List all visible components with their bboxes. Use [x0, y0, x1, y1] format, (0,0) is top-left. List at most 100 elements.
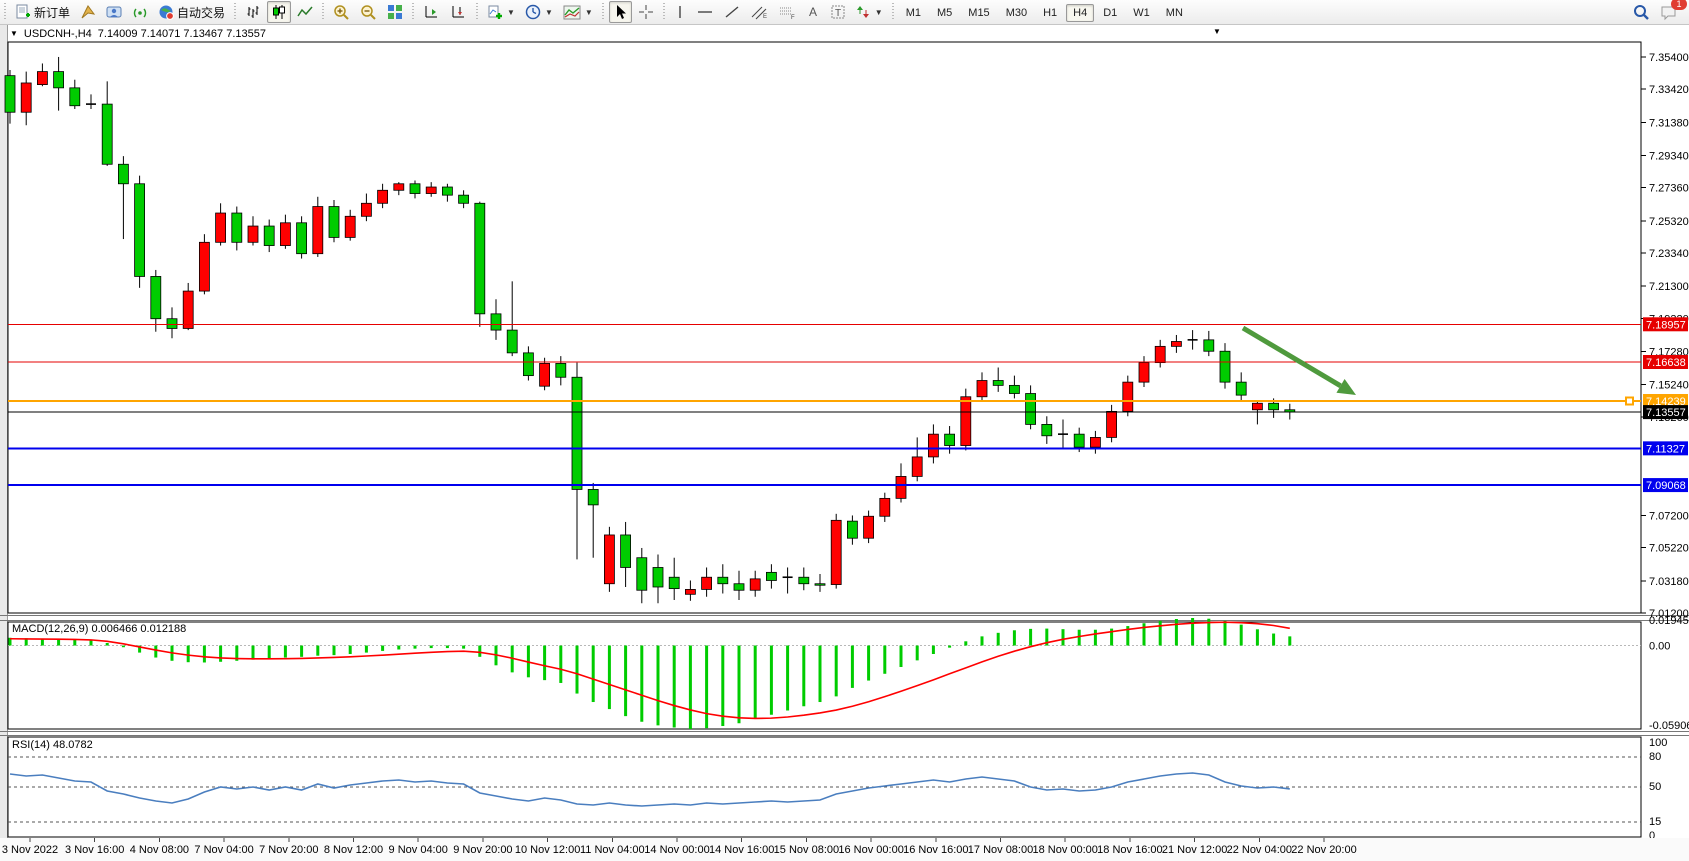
- chart-shift-button[interactable]: [419, 1, 444, 23]
- candle-body: [717, 576, 729, 585]
- macd-scale-label: 0.00: [1649, 641, 1670, 653]
- arrows-tool-button[interactable]: ▼: [852, 1, 887, 23]
- styler-button[interactable]: [76, 1, 100, 23]
- candle-body: [1138, 362, 1150, 383]
- zoom-out-button[interactable]: [356, 1, 381, 23]
- candle-body: [895, 476, 907, 499]
- timeframe-M1[interactable]: M1: [905, 7, 921, 19]
- crosshair-tool-button[interactable]: [634, 1, 658, 23]
- line-chart-button[interactable]: [293, 1, 317, 23]
- candle-body: [279, 222, 291, 246]
- text-label-tool-button[interactable]: T: [826, 1, 850, 23]
- toolbar-grip[interactable]: [660, 3, 667, 21]
- text-icon: A: [809, 5, 817, 19]
- candle-body: [1025, 393, 1036, 425]
- candle-body: [879, 497, 891, 517]
- auto-scroll-icon: [452, 6, 465, 18]
- candle-body: [37, 71, 48, 85]
- price-flag: [1643, 441, 1688, 456]
- signal-button[interactable]: [128, 1, 152, 23]
- time-tick-label: 3 Nov 16:00: [65, 844, 124, 856]
- new-order-button[interactable]: 新订单: [11, 1, 74, 23]
- ohlc-values: 7.14009 7.14071 7.13467 7.13557: [97, 27, 266, 40]
- toolbar-grip[interactable]: [410, 3, 417, 21]
- chart-canvas[interactable]: 7.35400 7.33420 7.31380 7.29340 7.27360 7.253…: [0, 25, 1689, 861]
- time-tick-label: 10 Nov 12:00: [515, 844, 580, 856]
- time-tick-label: 14 Nov 16:00: [709, 844, 774, 856]
- timeframe-M15[interactable]: M15: [968, 7, 990, 19]
- notifications-button[interactable]: 1: [1656, 0, 1687, 23]
- candlestick-chart-button[interactable]: [267, 1, 292, 23]
- candle-body: [506, 329, 518, 354]
- candle-body: [198, 241, 210, 292]
- candle-body: [441, 186, 453, 196]
- price-flag: [1643, 317, 1688, 332]
- price-tick-label: 7.01200: [1649, 608, 1689, 620]
- timeframe-D1[interactable]: D1: [1103, 7, 1118, 19]
- svg-text:A: A: [809, 5, 817, 19]
- macd-scale-label: 0.019452: [1649, 615, 1689, 627]
- timeframe-H4[interactable]: H4: [1066, 4, 1095, 22]
- candle-body: [830, 519, 842, 585]
- cursor-tool-button[interactable]: [608, 1, 632, 23]
- chart-title-caret-icon[interactable]: ▼: [10, 29, 18, 38]
- toolbar-grip[interactable]: [889, 3, 896, 21]
- auto-scroll-button[interactable]: [446, 1, 471, 23]
- dropdown-arrow-icon[interactable]: ▼: [1213, 27, 1221, 36]
- timeframe-MN[interactable]: MN: [1165, 7, 1183, 19]
- toolbar-grip[interactable]: [232, 3, 239, 21]
- macd-signal-line: [9, 621, 1290, 720]
- time-tick-label: 21 Nov 12:00: [1162, 844, 1227, 856]
- toolbar-grip[interactable]: [474, 3, 481, 21]
- text-tool-button[interactable]: A: [802, 1, 824, 23]
- zoom-in-button[interactable]: [329, 1, 354, 23]
- toolbar-grip[interactable]: [599, 3, 606, 21]
- price-flag: [1643, 394, 1688, 409]
- candle-body: [814, 583, 826, 586]
- candle-body: [134, 183, 146, 277]
- candle-body: [766, 571, 777, 581]
- indicators-button[interactable]: ▼: [483, 1, 519, 23]
- trendline-tool-button[interactable]: [720, 1, 744, 23]
- candle-body: [328, 206, 340, 238]
- candle-body: [701, 576, 712, 590]
- candle-body: [344, 215, 356, 238]
- time-tick-label: 16 Nov 00:00: [838, 844, 903, 856]
- templates-button[interactable]: ▼: [559, 1, 597, 23]
- hline-handle[interactable]: [1625, 396, 1634, 406]
- crosshair-icon: [638, 5, 653, 19]
- toolbar-grip[interactable]: [320, 3, 327, 21]
- candle-body: [1268, 402, 1279, 411]
- periods-button[interactable]: ▼: [521, 1, 557, 23]
- channel-tool-button[interactable]: E: [746, 1, 772, 23]
- horizontal-line-tool-button[interactable]: [692, 1, 718, 23]
- fibonacci-tool-button[interactable]: F: [774, 1, 800, 23]
- candle-body: [960, 396, 972, 446]
- auto-trading-button[interactable]: 自动交易: [154, 1, 229, 23]
- candle-body: [1090, 437, 1101, 448]
- macd-scale-label: -0.059068: [1649, 720, 1689, 732]
- candle-body: [749, 578, 761, 591]
- candle-body: [523, 352, 534, 377]
- candle-body: [733, 583, 745, 591]
- timeframe-M30[interactable]: M30: [1005, 7, 1028, 19]
- timeframe-M5[interactable]: M5: [937, 7, 953, 19]
- svg-text:T: T: [835, 8, 841, 19]
- trend-arrow-line[interactable]: [1241, 325, 1342, 388]
- svg-text:F: F: [791, 15, 795, 20]
- toolbar-grip[interactable]: [2, 3, 8, 21]
- profile-button[interactable]: [102, 1, 126, 23]
- vertical-line-tool-button[interactable]: [670, 1, 690, 23]
- timeframe-H1[interactable]: H1: [1043, 7, 1058, 19]
- chart-shift-icon: [425, 6, 438, 18]
- timeframe-W1[interactable]: W1: [1133, 7, 1150, 19]
- globe-icon: [159, 5, 174, 20]
- trendline-icon: [725, 6, 739, 18]
- candle-body: [231, 212, 243, 243]
- candle-body: [4, 75, 16, 113]
- search-button[interactable]: [1628, 1, 1654, 23]
- tile-windows-button[interactable]: [383, 1, 407, 23]
- trend-arrow-head[interactable]: [1336, 378, 1356, 395]
- macd-indicator-label: MACD(12,26,9) 0.006466 0.012188: [12, 623, 187, 635]
- bar-chart-button[interactable]: [241, 1, 265, 23]
